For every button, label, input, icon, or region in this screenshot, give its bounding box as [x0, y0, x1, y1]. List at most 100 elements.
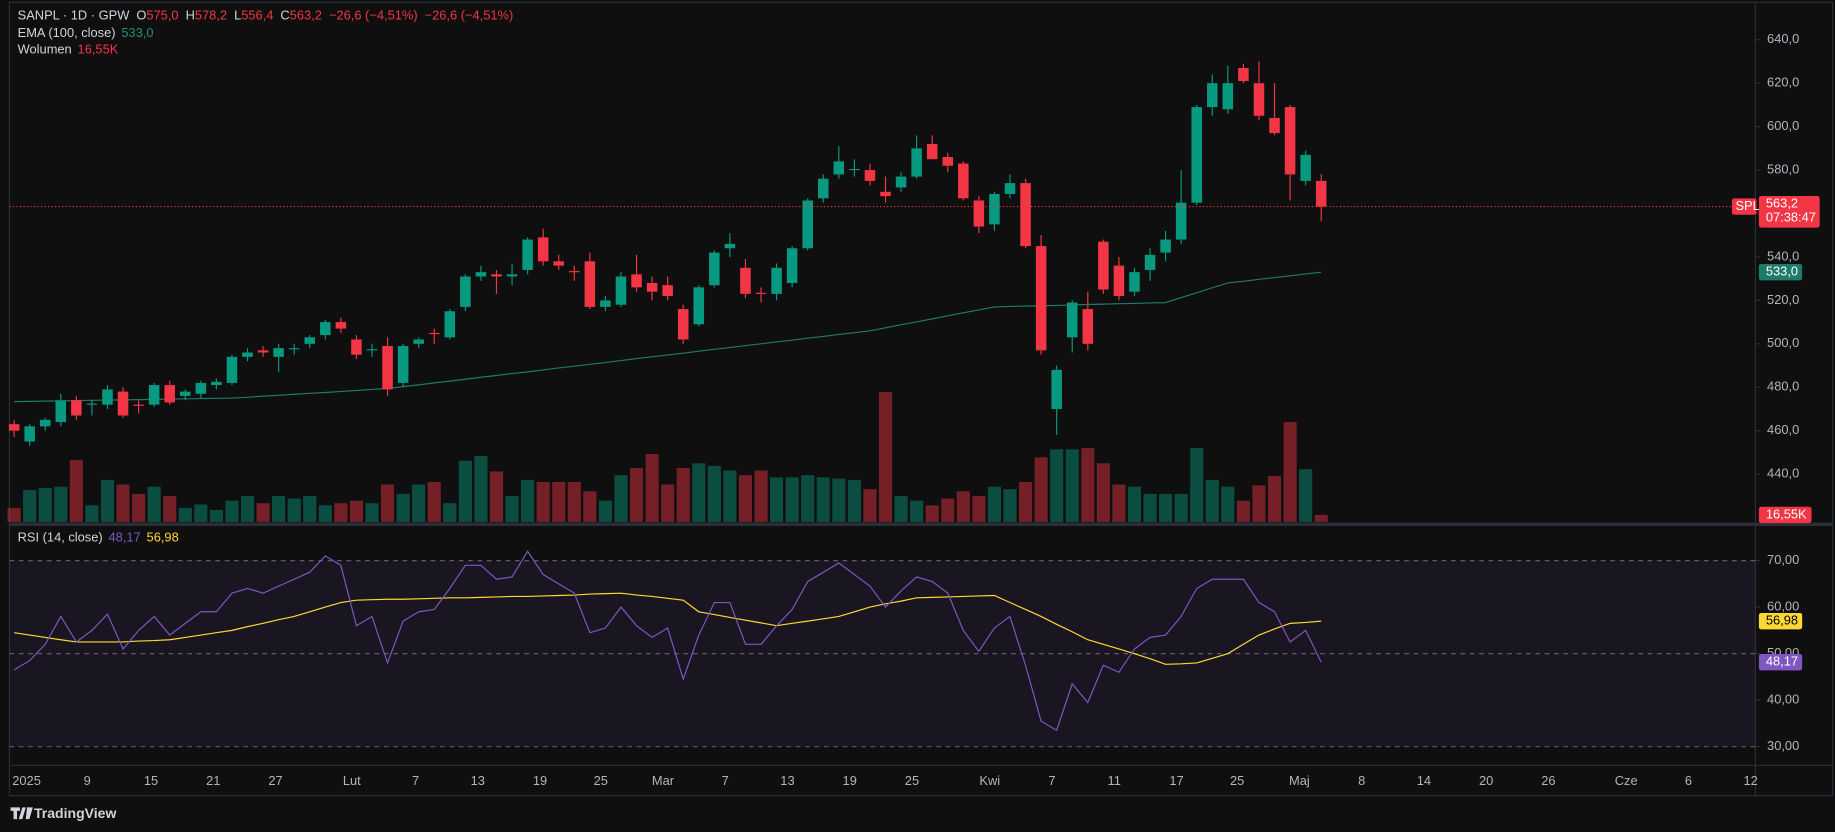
volume-bar — [1190, 448, 1204, 522]
volume-bar — [614, 475, 628, 522]
ema-value: 533,0 — [121, 25, 153, 40]
volume-bar — [754, 470, 768, 522]
volume-bar — [1019, 482, 1033, 522]
candle-body — [880, 191, 891, 197]
volume-bar — [85, 505, 99, 522]
candle-body — [273, 348, 284, 357]
volume-bar — [318, 505, 332, 522]
candle-body — [1004, 183, 1016, 194]
volume-bar — [1127, 486, 1142, 522]
volume-bar — [1003, 489, 1017, 522]
volume-layer — [7, 392, 1328, 522]
x-tick-label: Cze — [1615, 773, 1638, 788]
x-tick-label: 13 — [471, 773, 485, 788]
volume-bar — [785, 477, 799, 522]
y-tick-label: 440,0 — [1767, 466, 1799, 481]
ohlc-value: 578,2 — [195, 8, 227, 23]
volume-name: Wolumen — [18, 42, 72, 57]
volume-bar — [334, 503, 348, 522]
candle-body — [413, 339, 424, 344]
volume-bar — [676, 467, 690, 522]
candle-body — [942, 157, 954, 166]
x-tick-label: Maj — [1289, 773, 1310, 788]
axis-layer: 440,0460,0480,0500,0520,0540,0560,0580,0… — [9, 31, 1820, 788]
rsi-line — [13, 550, 1322, 732]
candle-body — [1253, 83, 1265, 116]
candle-body — [506, 274, 518, 277]
last-price-symbol: SPL — [1735, 198, 1759, 213]
volume-bar — [972, 496, 986, 522]
volume-bar — [1050, 449, 1064, 522]
volume-bar — [458, 460, 472, 522]
candle-body — [864, 170, 876, 181]
y-tick-label: 30,00 — [1767, 738, 1799, 753]
volume-bar — [1252, 485, 1266, 522]
x-tick-label: 21 — [206, 773, 220, 788]
volume-bar — [598, 500, 612, 522]
ema-last-label: 533,0 — [1766, 264, 1798, 279]
last-price-symbol-box — [1731, 198, 1757, 215]
volume-bar — [287, 498, 301, 522]
rsi-band-layer — [9, 560, 1756, 748]
volume-bar — [1096, 463, 1110, 522]
candle-body — [24, 426, 35, 442]
x-tick-label: 8 — [1358, 773, 1365, 788]
x-tick-label: 25 — [1230, 773, 1244, 788]
volume-bar — [629, 467, 644, 522]
y-tick-label: 540,0 — [1767, 248, 1799, 263]
x-tick-label: 20 — [1479, 773, 1493, 788]
x-tick-label: 19 — [843, 773, 857, 788]
brand: TradingView — [34, 805, 116, 821]
x-tick-label: 14 — [1417, 773, 1431, 788]
volume-bar — [1034, 457, 1048, 522]
candle-body — [117, 391, 129, 416]
candle-body — [475, 272, 487, 277]
candle-body — [522, 239, 533, 270]
legend-ema: EMA (100, close) 533,0 — [18, 25, 154, 40]
ema-last-box — [1758, 263, 1803, 281]
candle-body — [1207, 83, 1218, 108]
volume-bar — [1267, 476, 1282, 522]
candle-body — [1098, 241, 1109, 290]
candle-body — [1175, 202, 1187, 240]
volume-bar — [707, 465, 721, 522]
candle-body — [304, 337, 316, 344]
candle-body — [226, 356, 238, 383]
candle-body — [1284, 107, 1296, 175]
volume-bar — [1081, 448, 1095, 522]
x-tick-label: 12 — [1744, 773, 1758, 788]
x-tick-label: 6 — [1685, 773, 1692, 788]
volume-bar — [7, 507, 21, 522]
volume-bar — [956, 491, 970, 522]
ohlc-key: H — [186, 8, 195, 23]
brand-logo — [10, 807, 33, 820]
x-tick-label: 19 — [533, 773, 547, 788]
candle-body — [444, 311, 456, 338]
volume-bar — [1236, 500, 1250, 522]
rsi-value: 48,17 — [109, 530, 141, 545]
candle-body — [164, 385, 175, 403]
volume-bar — [412, 484, 426, 522]
ema-name: EMA (100, close) — [18, 25, 116, 40]
candle-body — [1315, 180, 1327, 207]
volume-bar — [832, 478, 846, 522]
volume-bar — [583, 491, 597, 522]
rsi-last-box — [1758, 612, 1803, 630]
rsi-line — [14, 592, 1322, 665]
ema-layer — [14, 271, 1322, 403]
last-price-label: 563,2 — [1766, 196, 1798, 211]
x-tick-label: 7 — [722, 773, 729, 788]
volume-bar — [1159, 493, 1173, 522]
candle-body — [180, 391, 191, 396]
candle-body — [1035, 246, 1047, 351]
legend-volume: Wolumen 16,55K — [18, 42, 119, 57]
volume-bar — [489, 471, 504, 522]
rsi-last-label: 48,17 — [1766, 654, 1798, 669]
volume-bar — [521, 479, 535, 522]
candle-body — [351, 339, 362, 355]
x-tick-label: 7 — [1048, 773, 1055, 788]
candle-body — [148, 385, 160, 405]
candle-body — [133, 404, 144, 406]
candle-body — [1144, 254, 1156, 270]
